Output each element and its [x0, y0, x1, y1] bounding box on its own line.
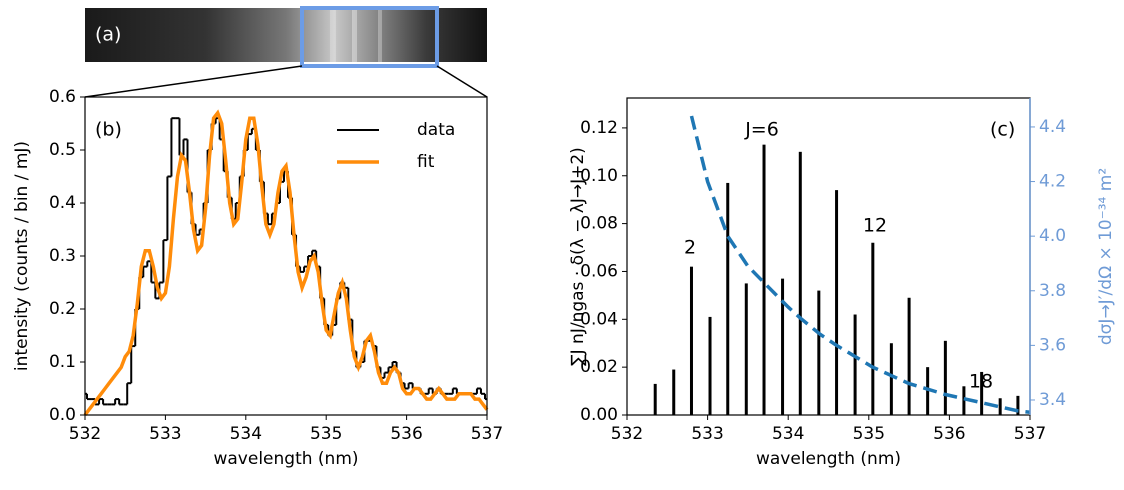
y-axis-label: intensity (counts / bin / mJ) [12, 141, 32, 371]
x-tick-label: 532 [611, 424, 643, 444]
y-axis-label: ∑J nJ/ngas · δ(λ − λJ→J+2) [568, 147, 588, 366]
image-stripe [330, 8, 336, 62]
y2-tick-label: 3.8 [1039, 281, 1066, 301]
stick [689, 266, 693, 415]
axes-frame [84, 96, 488, 416]
stick [980, 371, 984, 415]
y2-tick-label: 4.2 [1039, 172, 1066, 192]
panel-label: (a) [95, 24, 121, 46]
annotation: 12 [863, 215, 887, 237]
y2-axis-label: dσJ→J′/dΩ × 10⁻³⁴ m² [1096, 168, 1116, 345]
zoom-line [436, 65, 488, 98]
zoom-line [84, 65, 303, 98]
y2-tick-label: 4.4 [1039, 117, 1066, 137]
image-stripe [378, 8, 382, 62]
stick [853, 314, 857, 415]
stick [943, 340, 947, 415]
y-tick-label: 0.02 [580, 357, 618, 377]
annotation: J=6 [744, 119, 779, 141]
annotation: 2 [684, 237, 696, 259]
x-tick-label: 533 [149, 424, 181, 444]
y-tick-label: 0.1 [49, 352, 76, 372]
image-stripe [352, 8, 357, 62]
y-tick-label: 0.06 [580, 261, 618, 281]
y-tick-label: 0.3 [49, 246, 76, 266]
y-tick-label: 0.6 [49, 87, 76, 107]
y-tick-label: 0.00 [580, 405, 618, 425]
stick [926, 367, 930, 415]
fit-line [689, 115, 1031, 415]
stick [672, 369, 676, 415]
y-tick-label: 0.5 [49, 140, 76, 160]
stick [998, 398, 1002, 415]
y-tick-label: 0.0 [49, 405, 76, 425]
stick [835, 190, 839, 415]
stick [907, 297, 911, 415]
stick [871, 242, 875, 415]
stick [726, 182, 730, 415]
x-tick-label: 534 [772, 424, 804, 444]
y-tick-label: 0.12 [580, 118, 618, 138]
stick [744, 283, 748, 415]
stick [781, 278, 785, 415]
x-tick-label: 532 [69, 424, 101, 444]
stick [798, 151, 802, 415]
y-tick-label: 0.2 [49, 299, 76, 319]
y-tick-label: 0.08 [580, 214, 618, 234]
x-axis-label: wavelength (nm) [213, 449, 358, 469]
y2-tick-label: 3.4 [1039, 390, 1066, 410]
panel-label: (b) [95, 119, 122, 141]
x-tick-label: 536 [933, 424, 965, 444]
stick [708, 316, 712, 415]
y2-tick-label: 4.0 [1039, 226, 1066, 246]
x-axis-label: wavelength (nm) [756, 449, 901, 469]
legend-label: data [417, 120, 455, 140]
x-tick-label: 533 [691, 424, 723, 444]
zoom-box [300, 6, 439, 68]
y-tick-label: 0.4 [49, 193, 76, 213]
stick [889, 343, 893, 415]
y-tick-label: 0.04 [580, 309, 618, 329]
stick [1016, 395, 1020, 415]
x-tick-label: 536 [390, 424, 422, 444]
y2-tick-label: 3.6 [1039, 335, 1066, 355]
x-tick-label: 537 [1014, 424, 1046, 444]
stick [653, 383, 657, 415]
annotation: 18 [969, 371, 993, 393]
x-tick-label: 535 [853, 424, 885, 444]
y-tick-label: 0.10 [580, 166, 618, 186]
x-tick-label: 535 [310, 424, 342, 444]
panel-label: (c) [990, 119, 1015, 141]
x-tick-label: 534 [230, 424, 262, 444]
fit-line [83, 109, 489, 417]
stick [817, 290, 821, 415]
stick [962, 386, 966, 415]
legend-label: fit [417, 152, 435, 172]
x-tick-label: 537 [471, 424, 503, 444]
stick [762, 144, 766, 415]
camera-image [85, 8, 487, 62]
